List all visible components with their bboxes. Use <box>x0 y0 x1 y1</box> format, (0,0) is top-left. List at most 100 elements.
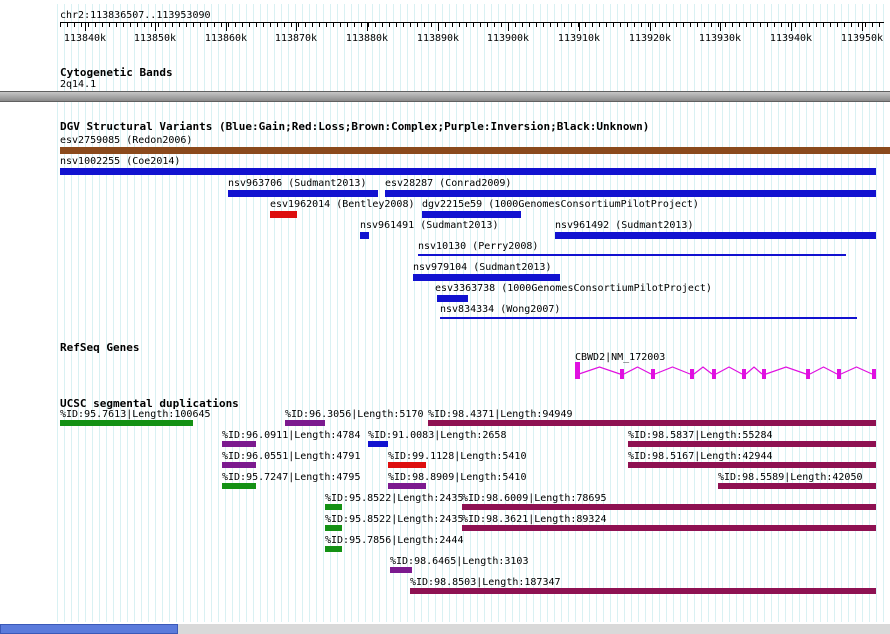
segdup-label: %ID:98.5837|Length:55284 <box>628 430 773 441</box>
segdup-label: %ID:98.8909|Length:5410 <box>388 472 527 483</box>
variant-label: esv2759085 (Redon2006) <box>60 135 193 146</box>
cytobands-title: Cytogenetic Bands <box>60 66 173 79</box>
ruler-major-tick <box>720 22 721 31</box>
segdup-bar[interactable] <box>628 441 876 447</box>
ruler-tick-label: 113900k <box>486 33 530 44</box>
segdup-bar[interactable] <box>628 462 876 468</box>
variant-label: esv28287 (Conrad2009) <box>385 178 512 189</box>
segdup-bar[interactable] <box>462 504 876 510</box>
variant-bar[interactable] <box>555 232 876 239</box>
variant-bar[interactable] <box>228 190 378 197</box>
ruler-major-tick <box>155 22 156 31</box>
segdup-label: %ID:95.7613|Length:100645 <box>60 409 211 420</box>
segdup-label: %ID:95.7856|Length:2444 <box>325 535 464 546</box>
segdup-label: %ID:98.5167|Length:42944 <box>628 451 773 462</box>
ruler-tick-label: 113940k <box>769 33 813 44</box>
ruler-tick-label: 113880k <box>345 33 389 44</box>
ruler-major-tick <box>508 22 509 31</box>
segdup-bar[interactable] <box>285 420 325 426</box>
grid-lines <box>57 4 890 622</box>
position-label: chr2:113836507..113953090 <box>60 10 211 21</box>
variant-bar[interactable] <box>440 317 857 319</box>
variant-bar[interactable] <box>385 190 876 197</box>
variant-bar[interactable] <box>413 274 560 281</box>
segdup-bar[interactable] <box>388 483 426 489</box>
variant-label: nsv979104 (Sudmant2013) <box>413 262 552 273</box>
variant-label: nsv834334 (Wong2007) <box>440 304 561 315</box>
segdups-title: UCSC segmental duplications <box>60 397 239 410</box>
segdup-bar[interactable] <box>462 525 876 531</box>
segdup-bar[interactable] <box>390 567 412 573</box>
segdup-label: %ID:96.0551|Length:4791 <box>222 451 361 462</box>
dgv-title: DGV Structural Variants (Blue:Gain;Red:L… <box>60 120 650 133</box>
variant-label: nsv10130 (Perry2008) <box>418 241 539 252</box>
segdup-label: %ID:95.8522|Length:2435 <box>325 493 464 504</box>
segdup-label: %ID:96.0911|Length:4784 <box>222 430 361 441</box>
ruler-major-tick <box>85 22 86 31</box>
refseq-title: RefSeq Genes <box>60 341 140 354</box>
ruler-tick-label: 113840k <box>63 33 107 44</box>
variant-label: nsv961491 (Sudmant2013) <box>360 220 499 231</box>
variant-bar[interactable] <box>437 295 468 302</box>
ruler-tick-label: 113890k <box>416 33 460 44</box>
ruler-tick-label: 113860k <box>204 33 248 44</box>
variant-bar[interactable] <box>418 254 846 256</box>
ruler-tick-label: 113930k <box>698 33 742 44</box>
ruler-major-tick <box>438 22 439 31</box>
segdup-bar[interactable] <box>410 588 876 594</box>
segdup-bar[interactable] <box>325 525 342 531</box>
segdup-bar[interactable] <box>325 504 342 510</box>
segdup-label: %ID:98.5589|Length:42050 <box>718 472 863 483</box>
ruler-major-tick <box>579 22 580 31</box>
ruler-tick-label: 113850k <box>133 33 177 44</box>
variant-bar[interactable] <box>422 211 521 218</box>
variant-bar[interactable] <box>60 168 876 175</box>
segdup-bar[interactable] <box>222 483 256 489</box>
segdup-label: %ID:95.8522|Length:2435 <box>325 514 464 525</box>
ruler-major-tick <box>367 22 368 31</box>
segdup-bar[interactable] <box>222 462 256 468</box>
segdup-label: %ID:98.6009|Length:78695 <box>462 493 607 504</box>
segdup-label: %ID:91.0083|Length:2658 <box>368 430 507 441</box>
segdup-bar[interactable] <box>222 441 256 447</box>
cytoband-name: 2q14.1 <box>60 79 97 90</box>
segdup-bar[interactable] <box>718 483 876 489</box>
segdup-label: %ID:98.6465|Length:3103 <box>390 556 529 567</box>
variant-bar[interactable] <box>270 211 297 218</box>
variant-label: esv1962014 (Bentley2008) <box>270 199 415 210</box>
scrollbar-thumb[interactable] <box>0 624 178 634</box>
ruler-major-tick <box>226 22 227 31</box>
segdup-label: %ID:98.4371|Length:94949 <box>428 409 573 420</box>
segdup-bar[interactable] <box>368 441 388 447</box>
variant-bar[interactable] <box>360 232 369 239</box>
ruler-major-tick <box>791 22 792 31</box>
cytoband-bar[interactable] <box>0 91 890 102</box>
variant-label: nsv963706 (Sudmant2013) <box>228 178 367 189</box>
segdup-bar[interactable] <box>325 546 342 552</box>
segdup-label: %ID:98.3621|Length:89324 <box>462 514 607 525</box>
segdup-label: %ID:99.1128|Length:5410 <box>388 451 527 462</box>
gene-label: CBWD2|NM_172003 <box>575 352 666 363</box>
segdup-bar[interactable] <box>60 420 193 426</box>
variant-bar[interactable] <box>60 147 890 154</box>
segdup-label: %ID:95.7247|Length:4795 <box>222 472 361 483</box>
ruler-minor-ticks <box>60 23 884 27</box>
ruler-tick-label: 113870k <box>274 33 318 44</box>
ruler-tick-label: 113910k <box>557 33 601 44</box>
ruler-tick-label: 113920k <box>628 33 672 44</box>
ruler-major-tick <box>296 22 297 31</box>
segdup-bar[interactable] <box>428 420 876 426</box>
segdup-bar[interactable] <box>388 462 426 468</box>
ruler-major-tick <box>862 22 863 31</box>
ruler-tick-label: 113950k <box>840 33 884 44</box>
ruler-major-tick <box>650 22 651 31</box>
horizontal-scrollbar[interactable] <box>0 624 890 634</box>
segdup-label: %ID:96.3056|Length:5170 <box>285 409 424 420</box>
variant-label: dgv2215e59 (1000GenomesConsortiumPilotPr… <box>422 199 699 210</box>
variant-label: esv3363738 (1000GenomesConsortiumPilotPr… <box>435 283 712 294</box>
